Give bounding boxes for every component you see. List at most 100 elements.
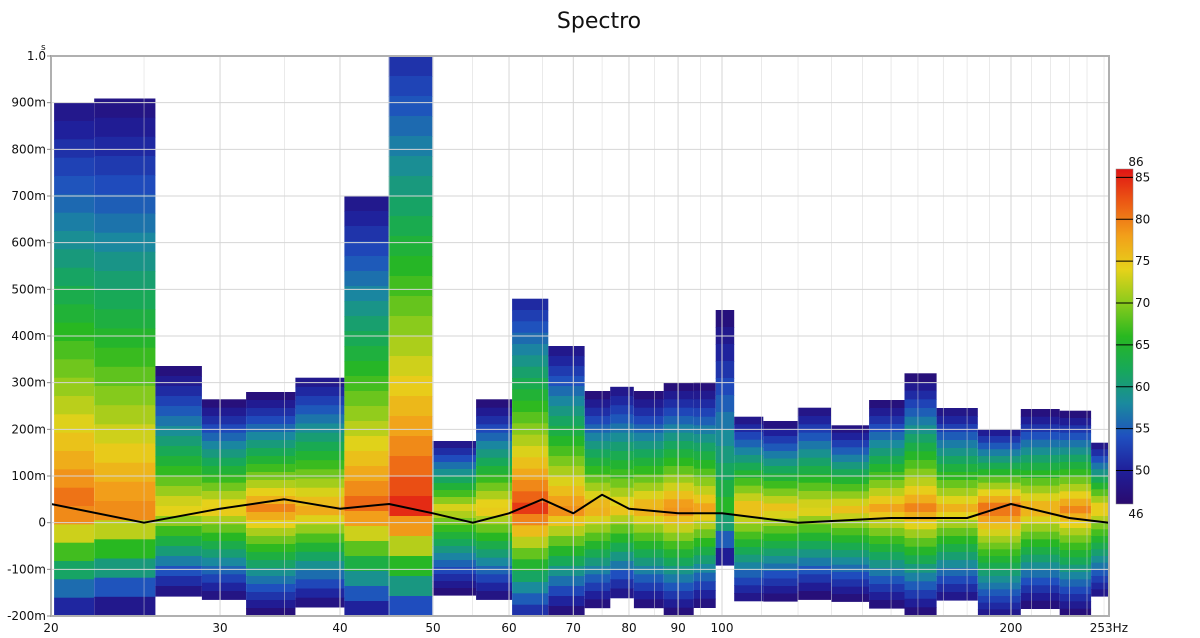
heat-cell (388, 96, 433, 117)
heat-cell (663, 491, 694, 500)
heat-cell (869, 568, 905, 577)
heat-cell (584, 466, 611, 475)
heat-cell (1020, 439, 1060, 448)
heat-cell (693, 399, 716, 409)
heat-cell (763, 511, 798, 520)
heat-cell (977, 536, 1021, 544)
heat-cell (936, 504, 978, 513)
heat-cell (977, 462, 1021, 470)
heat-cell (584, 391, 611, 400)
heat-cell (734, 439, 764, 448)
ridge-column (831, 425, 870, 602)
heat-cell (584, 441, 611, 450)
heat-cell (936, 432, 978, 441)
heat-cell (693, 598, 716, 608)
heat-cell (584, 432, 611, 442)
heat-cell (1059, 418, 1092, 426)
heat-cell (344, 241, 389, 257)
heat-cell (201, 449, 247, 459)
heat-cell (869, 496, 905, 505)
heat-cell (715, 429, 735, 447)
heat-cell (797, 499, 832, 509)
heat-cell (1020, 524, 1060, 533)
heat-cell (388, 456, 433, 477)
heat-cell (295, 414, 345, 425)
heat-cell (94, 251, 156, 272)
heat-cell (155, 466, 202, 477)
heat-cell (548, 476, 585, 487)
y-tick-label: 600m (11, 236, 46, 250)
heat-cell (797, 491, 832, 500)
heat-cell (155, 366, 202, 377)
heat-cell (512, 525, 549, 538)
heat-cell (633, 541, 664, 550)
heat-cell (476, 491, 513, 500)
heat-cell (388, 256, 433, 277)
heat-cell (584, 407, 611, 417)
heat-cell (295, 405, 345, 415)
heat-cell (663, 549, 694, 559)
heat-cell (1020, 570, 1060, 579)
heat-cell (734, 539, 764, 548)
heat-cell (763, 473, 798, 482)
heat-cell (869, 504, 905, 513)
heat-cell (663, 482, 694, 492)
heat-cell (94, 347, 156, 368)
heat-cell (936, 456, 978, 465)
y-tick-label: 800m (11, 142, 46, 156)
heat-cell (977, 502, 1021, 510)
heat-cell (1091, 456, 1109, 464)
heat-cell (763, 436, 798, 445)
heat-cell (1091, 509, 1109, 517)
heat-cell (763, 526, 798, 535)
heat-cell (936, 480, 978, 489)
heat-cell (512, 321, 549, 334)
heat-cell (693, 442, 716, 452)
heat-cell (1020, 470, 1060, 479)
heat-cell (633, 466, 664, 475)
colorbar-tick-label: 60 (1135, 380, 1150, 394)
heat-cell (548, 516, 585, 527)
colorbar-max-label: 86 (1128, 155, 1143, 169)
heat-cell (831, 447, 870, 456)
heat-cell (388, 576, 433, 597)
heat-cell (201, 399, 247, 409)
heat-cell (663, 566, 694, 575)
heat-cell (936, 440, 978, 449)
heat-cell (734, 547, 764, 556)
heat-cell (1059, 586, 1092, 595)
heat-cell (1020, 585, 1060, 594)
heat-cell (904, 564, 937, 574)
peak-energy-curve (51, 493, 1109, 524)
heat-cell (797, 582, 832, 592)
heat-cell (295, 423, 345, 434)
heat-cell (54, 597, 95, 616)
heat-cell (246, 448, 296, 457)
y-tick-label: 0 (38, 516, 46, 530)
heat-cell (548, 346, 585, 357)
heat-cell (633, 582, 664, 592)
heat-cell (633, 491, 664, 500)
heat-cell (693, 546, 716, 556)
heat-cell (763, 496, 798, 505)
chart-title: Spectro (557, 9, 641, 34)
heat-cell (54, 377, 95, 397)
heat-cell (869, 592, 905, 601)
heat-cell (1020, 416, 1060, 425)
heat-cell (633, 449, 664, 459)
y-axis-ticks: 1.0 900m 800m 700m 600m 500m 400m 300m 200m 100m 0… (7, 49, 51, 623)
heat-cell (1059, 579, 1092, 588)
heat-cell (54, 359, 95, 379)
heat-cell (94, 194, 156, 215)
heat-cell (1020, 455, 1060, 464)
heat-cell (693, 590, 716, 600)
heat-cell (869, 448, 905, 457)
heat-cell (693, 529, 716, 539)
heat-cell (246, 520, 296, 529)
heat-cell (344, 466, 389, 482)
heat-cell (201, 432, 247, 442)
heat-cell (94, 462, 156, 483)
heat-cell (869, 552, 905, 561)
heat-cell (295, 579, 345, 590)
y-tick-label: 700m (11, 189, 46, 203)
